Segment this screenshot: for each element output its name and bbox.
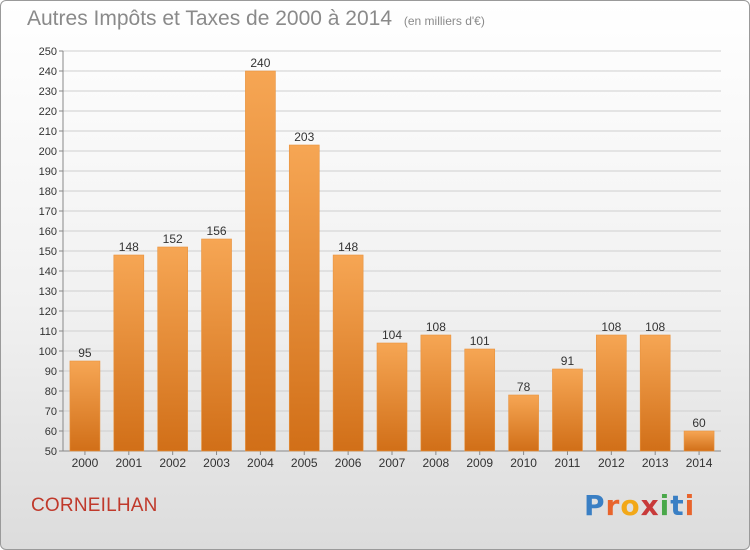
x-tick-label: 2001	[115, 456, 142, 470]
y-tick-label: 130	[39, 286, 57, 298]
x-tick-label: 2008	[423, 456, 450, 470]
y-tick-label: 200	[39, 146, 57, 158]
bar-2006	[332, 254, 364, 452]
y-tick-label: 120	[39, 306, 57, 318]
x-tick-label: 2010	[510, 456, 537, 470]
bar-value-label: 95	[78, 346, 92, 360]
x-tick-label: 2014	[686, 456, 713, 470]
x-tick-label: 2005	[291, 456, 318, 470]
chart-title: Autres Impôts et Taxes de 2000 à 2014 (e…	[27, 7, 485, 31]
y-tick-label: 100	[39, 346, 57, 358]
bar-value-label: 91	[561, 354, 575, 368]
x-tick-label: 2007	[379, 456, 406, 470]
x-tick-label: 2002	[159, 456, 186, 470]
bar-value-label: 60	[692, 416, 706, 430]
bar-2010	[508, 394, 539, 452]
bar-2000	[69, 360, 101, 452]
bar-2001	[113, 254, 145, 452]
bar-2013	[639, 334, 671, 452]
x-tick-label: 2011	[555, 456, 581, 470]
y-tick-label: 70	[45, 406, 57, 418]
bar-2005	[288, 144, 320, 452]
bar-value-label: 108	[601, 320, 621, 334]
y-tick-label: 150	[39, 246, 57, 258]
location-name: CORNEILHAN	[31, 495, 158, 516]
bar-2012	[596, 334, 627, 452]
y-tick-label: 210	[39, 126, 57, 138]
bar-value-label: 240	[250, 56, 270, 70]
y-tick-label: 80	[45, 386, 57, 398]
y-tick-label: 90	[45, 366, 57, 378]
y-tick-label: 190	[39, 166, 57, 178]
y-tick-label: 230	[39, 86, 57, 98]
x-tick-label: 2004	[247, 456, 274, 470]
x-tick-label: 2006	[335, 456, 362, 470]
bar-value-label: 152	[163, 232, 183, 246]
bar-value-label: 78	[517, 380, 531, 394]
bar-2004	[245, 70, 276, 452]
y-tick-label: 140	[39, 266, 57, 278]
bar-value-label: 101	[470, 334, 490, 348]
bar-value-label: 203	[294, 130, 314, 144]
bar-value-label: 148	[119, 240, 139, 254]
bar-value-label: 156	[207, 224, 227, 238]
y-tick-label: 160	[39, 226, 57, 238]
y-tick-label: 240	[39, 66, 57, 78]
bars	[69, 70, 715, 452]
proxiti-logo[interactable]: Proxiti	[584, 489, 696, 522]
bar-2007	[376, 342, 408, 452]
chart-title-text: Autres Impôts et Taxes de 2000 à 2014	[27, 7, 393, 30]
bar-2008	[420, 334, 452, 452]
bar-value-label: 148	[338, 240, 358, 254]
bar-value-label: 108	[426, 320, 446, 334]
x-tick-label: 2013	[642, 456, 669, 470]
x-tick-label: 2003	[203, 456, 230, 470]
x-tick-label: 2009	[466, 456, 493, 470]
y-tick-label: 250	[39, 46, 57, 58]
bar-2002	[157, 246, 188, 452]
y-tick-label: 220	[39, 106, 57, 118]
bar-value-label: 108	[645, 320, 665, 334]
x-tick-label: 2000	[72, 456, 99, 470]
y-tick-label: 50	[45, 446, 57, 458]
y-tick-label: 110	[39, 326, 57, 338]
bar-2003	[201, 238, 232, 452]
bar-2009	[464, 348, 496, 452]
x-tick-label: 2012	[598, 456, 625, 470]
y-tick-label: 180	[39, 186, 57, 198]
bar-2014	[683, 430, 715, 452]
y-tick-label: 170	[39, 206, 57, 218]
chart-unit: (en milliers d'€)	[403, 14, 485, 28]
labels: 50 60 70 80 90 100 110 120 130 140 150 160 170 180 190…	[39, 46, 713, 470]
bar-value-label: 104	[382, 328, 402, 342]
bar-2011	[552, 368, 583, 452]
y-tick-label: 60	[45, 426, 57, 438]
